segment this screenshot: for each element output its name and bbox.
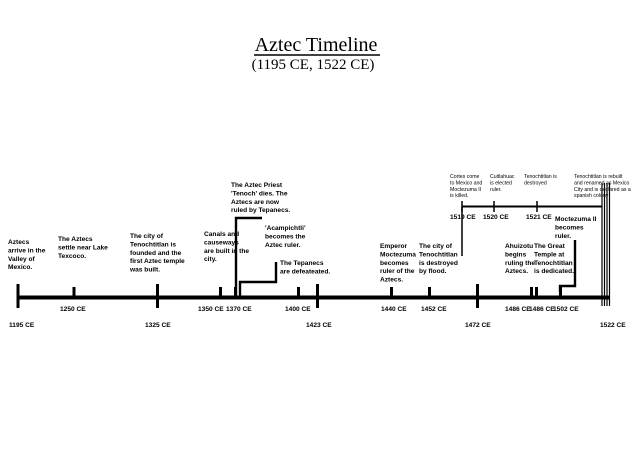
event-text: The city of Tenochtitlan is founded and … [129, 233, 187, 274]
axis-label: 1440 CE [381, 306, 407, 313]
page-title: Aztec Timeline [255, 34, 378, 56]
sub-event-text: Tenochtitlan is destroyed [524, 174, 558, 186]
axis-tick [390, 287, 393, 297]
axis-tick [428, 287, 431, 297]
connector-1502 [558, 240, 577, 292]
connector-1370a [234, 216, 262, 296]
axis-label: 1370 CE [226, 306, 252, 313]
event-text: Moctezuma II becomes ruler. [555, 216, 598, 240]
main-events: Aztecs arrive in the Valley of Mexico. T… [8, 182, 598, 284]
axis-tick [535, 287, 538, 297]
event-text: Ahuizotu begins ruling the Aztecs. [505, 243, 537, 275]
axis-label: 1350 CE [198, 306, 224, 313]
axis-tick [72, 287, 76, 297]
page-subtitle: (1195 CE, 1522 CE) [252, 57, 375, 73]
event-text: Aztecs arrive in the Valley of Mexico. [8, 239, 47, 271]
sub-axis-label: 1521 CE [526, 214, 552, 221]
axis-label: 1486 CE [529, 306, 555, 313]
axis-label: 1423 CE [306, 322, 332, 329]
main-axis-line [17, 295, 609, 300]
event-text: The Great Temple at Tenochtitlan is dedi… [534, 243, 575, 275]
axis-tick [297, 287, 300, 297]
connector-1370b [238, 262, 278, 296]
main-axis: 1195 CE 1250 CE 1325 CE 1350 CE 1370 CE … [9, 183, 626, 329]
axis-label: 1522 CE [600, 322, 626, 329]
event-text: The Aztec Priest 'Tenoch' dies. The Azte… [231, 182, 290, 214]
sub-axis: 1519 CE 1520 CE 1521 CE Cortes come to M… [450, 174, 632, 256]
axis-label: 1486 CE [505, 306, 531, 313]
event-text: Emperor Moctezuma becomes ruler of the A… [380, 243, 418, 284]
axis-label: 1452 CE [421, 306, 447, 313]
axis-tick [16, 284, 20, 308]
axis-tick [476, 284, 479, 308]
sub-event-text: Tenochtitlan is rebuilt and renamed as M… [574, 174, 632, 199]
sub-axis-label: 1519 CE [450, 214, 476, 221]
sub-event-text: Cuitlahuac is elected ruler. [490, 174, 516, 193]
axis-tick [219, 287, 222, 297]
axis-label: 1325 CE [145, 322, 171, 329]
axis-label: 1472 CE [465, 322, 491, 329]
event-text: The Aztecs settle near Lake Texcoco. [58, 236, 110, 260]
axis-tick [316, 284, 319, 308]
event-text: The Tepanecs are defeateated. [280, 260, 330, 275]
sub-axis-label: 1520 CE [483, 214, 509, 221]
end-marker-1522 [601, 183, 611, 306]
axis-label: 1250 CE [60, 306, 86, 313]
axis-tick [530, 287, 533, 297]
axis-tick [156, 284, 159, 308]
axis-label: 1400 CE [285, 306, 311, 313]
axis-label: 1195 CE [9, 322, 35, 329]
event-text: Canals and causeways are built in the ci… [204, 231, 251, 263]
axis-label: 1502 CE [553, 306, 579, 313]
event-text: The city of Tenochtitlan is destroyed by… [419, 243, 460, 275]
event-text: 'Acampichtli' becomes the Aztec ruler. [265, 225, 307, 249]
sub-event-text: Cortes come to Mexico and Moctezuma II i… [450, 174, 484, 199]
